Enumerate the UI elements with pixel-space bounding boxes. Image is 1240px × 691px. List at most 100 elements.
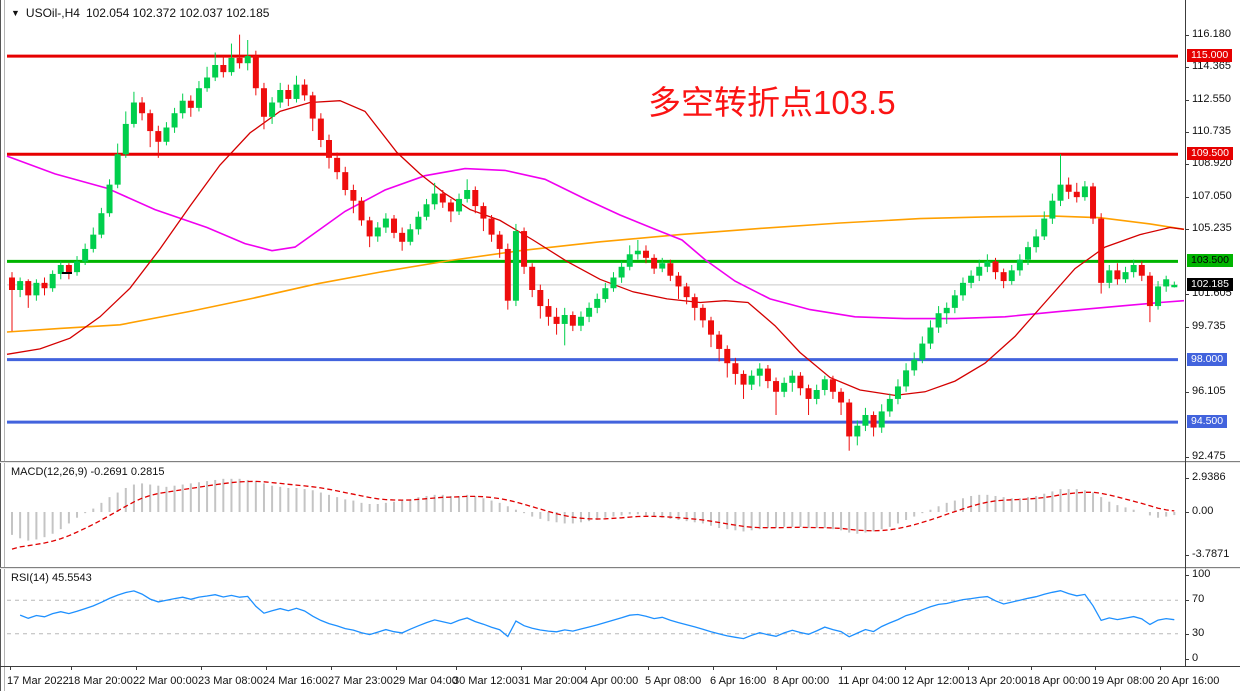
- chart-title[interactable]: ▼ USOil-,H4 102.054 102.372 102.037 102.…: [11, 6, 269, 20]
- candle-body: [1146, 275, 1153, 307]
- time-tick: [968, 666, 969, 670]
- rsi-tick: [1185, 575, 1189, 576]
- candle-body: [228, 57, 235, 73]
- price-chart-canvas[interactable]: [0, 0, 1185, 667]
- candle-body: [626, 254, 633, 267]
- candle-body: [805, 388, 812, 399]
- candle-body: [935, 313, 942, 328]
- candle-body: [244, 56, 251, 64]
- time-tick: [71, 666, 72, 670]
- price-tick: [1185, 294, 1189, 295]
- candle-body: [537, 290, 544, 307]
- candle-body: [65, 265, 72, 273]
- time-label: 22 Mar 00:00: [133, 675, 198, 687]
- time-tick: [905, 666, 906, 670]
- candle-body: [472, 190, 479, 207]
- candle-body: [1138, 265, 1145, 276]
- candle-body: [553, 316, 560, 324]
- time-tick: [713, 666, 714, 670]
- candle-body: [195, 88, 202, 108]
- candle-body: [813, 390, 820, 399]
- candle-body: [325, 140, 332, 158]
- time-label: 30 Mar 12:00: [453, 675, 518, 687]
- candle-body: [1098, 218, 1105, 283]
- macd-indicator-label: MACD(12,26,9) -0.2691 0.2815: [11, 466, 165, 478]
- candle-body: [586, 307, 593, 317]
- candle-body: [1122, 272, 1129, 280]
- candle-body: [374, 227, 381, 237]
- price-tick: [1185, 67, 1189, 68]
- candle-body: [870, 415, 877, 428]
- candle-body: [496, 234, 503, 249]
- time-label: 17 Mar 2022: [7, 675, 69, 687]
- candle-body: [431, 193, 438, 205]
- candle-body: [789, 375, 796, 383]
- time-label: 6 Apr 16:00: [710, 675, 767, 687]
- level-flag-115.000: 115.000: [1187, 49, 1233, 63]
- time-label: 5 Apr 08:00: [645, 675, 702, 687]
- candle-body: [423, 204, 430, 217]
- time-tick: [585, 666, 586, 670]
- candle-body: [610, 277, 617, 289]
- candle-body: [488, 218, 495, 235]
- candle-body: [1049, 200, 1056, 219]
- candle-body: [90, 234, 97, 249]
- time-label: 19 Apr 08:00: [1092, 675, 1155, 687]
- candle-body: [561, 315, 568, 324]
- rsi-label: 100: [1192, 568, 1211, 580]
- candle-body: [708, 320, 715, 335]
- candle-body: [9, 277, 15, 290]
- candle-body: [358, 200, 365, 221]
- candle-body: [927, 327, 934, 344]
- rsi-tick: [1185, 600, 1189, 601]
- candle-body: [667, 263, 674, 276]
- macd-label: 2.9386: [1192, 471, 1226, 483]
- candle-body: [439, 193, 446, 203]
- candle-body: [651, 257, 658, 269]
- time-label: 18 Mar 20:00: [68, 675, 133, 687]
- candle-body: [277, 90, 284, 103]
- candle-body: [529, 266, 536, 290]
- candle-body: [74, 261, 81, 273]
- candle-body: [252, 56, 259, 89]
- candle-body: [781, 382, 788, 392]
- candle-body: [1073, 191, 1080, 198]
- candle-body: [139, 102, 146, 114]
- time-label: 4 Apr 00:00: [582, 675, 639, 687]
- time-label: 20 Apr 16:00: [1157, 675, 1220, 687]
- candle-body: [480, 206, 487, 219]
- time-tick: [1031, 666, 1032, 670]
- candle-body: [903, 370, 910, 387]
- candle-body: [569, 315, 576, 326]
- candle-body: [1114, 270, 1121, 280]
- time-tick: [841, 666, 842, 670]
- panel-separator[interactable]: [0, 461, 1240, 462]
- candle-body: [1065, 184, 1072, 192]
- candle-body: [773, 381, 780, 392]
- price-label: 99.735: [1192, 320, 1226, 332]
- candle-body: [959, 282, 966, 296]
- candle-body: [1033, 236, 1040, 248]
- candle-body: [1171, 284, 1178, 288]
- candle-body: [846, 402, 853, 437]
- candle-body: [301, 84, 308, 96]
- time-axis-line: [0, 666, 1240, 667]
- candle-body: [699, 307, 706, 321]
- candle-body: [878, 411, 885, 428]
- price-tick: [1185, 100, 1189, 101]
- candle-body: [179, 100, 186, 114]
- candle-body: [829, 379, 836, 392]
- price-tick: [1185, 132, 1189, 133]
- candle-body: [1041, 218, 1048, 237]
- time-tick: [136, 666, 137, 670]
- time-tick: [396, 666, 397, 670]
- panel-separator[interactable]: [0, 567, 1240, 568]
- candle-body: [618, 266, 625, 278]
- time-label: 31 Mar 20:00: [518, 675, 583, 687]
- candle-body: [1016, 259, 1023, 271]
- candle-body: [521, 231, 528, 267]
- candle-body: [382, 218, 389, 228]
- candle-body: [285, 90, 292, 99]
- candle-body: [1163, 279, 1170, 287]
- chevron-down-icon[interactable]: ▼: [11, 8, 20, 18]
